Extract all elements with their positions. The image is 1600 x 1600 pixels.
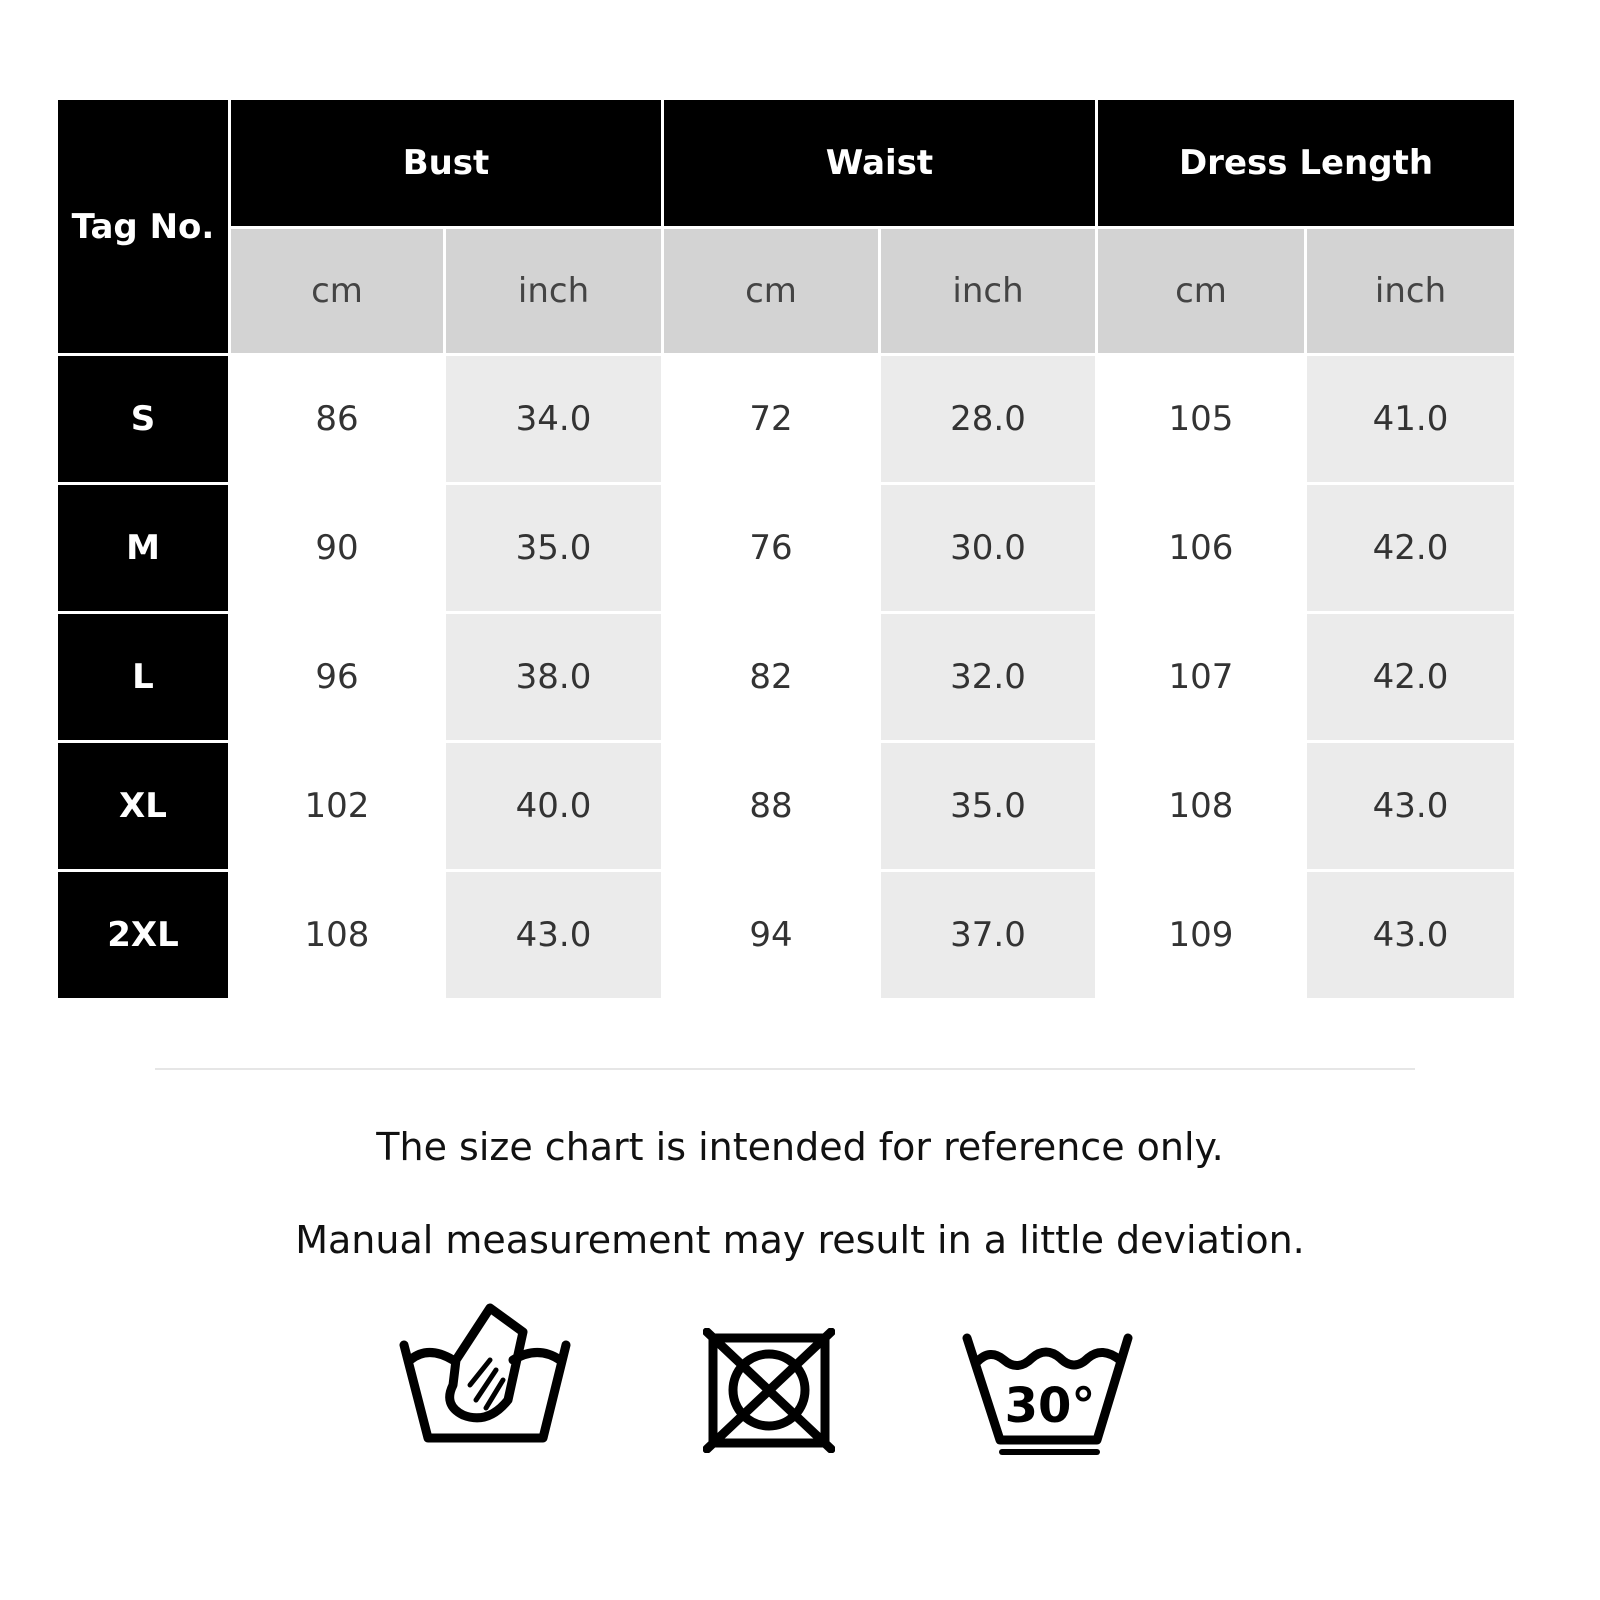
size-label: L	[58, 614, 228, 740]
table-cell: 90	[231, 485, 443, 611]
table-cell: 42.0	[1307, 485, 1514, 611]
unit-header: cm	[1098, 229, 1304, 353]
do-not-tumble-dry-icon	[703, 1328, 835, 1453]
wash-30-degrees-icon: 30°	[962, 1333, 1133, 1455]
reference-note: The size chart is intended for reference…	[376, 1125, 1224, 1169]
unit-header: inch	[446, 229, 661, 353]
tag-header: Tag No.	[58, 100, 228, 353]
table-cell: 86	[231, 356, 443, 482]
table-cell: 32.0	[881, 614, 1095, 740]
size-label: 2XL	[58, 872, 228, 998]
table-cell: 38.0	[446, 614, 661, 740]
unit-header: cm	[231, 229, 443, 353]
dress-length-header: Dress Length	[1098, 100, 1514, 226]
table-cell: 106	[1098, 485, 1304, 611]
table-cell: 108	[231, 872, 443, 998]
table-cell: 82	[664, 614, 878, 740]
table-cell: 107	[1098, 614, 1304, 740]
unit-header: cm	[664, 229, 878, 353]
table-cell: 42.0	[1307, 614, 1514, 740]
waist-header: Waist	[664, 100, 1095, 226]
hand-wash-icon	[399, 1303, 571, 1443]
table-cell: 43.0	[1307, 872, 1514, 998]
table-cell: 72	[664, 356, 878, 482]
size-label: XL	[58, 743, 228, 869]
table-cell: 43.0	[446, 872, 661, 998]
table-cell: 96	[231, 614, 443, 740]
table-cell: 108	[1098, 743, 1304, 869]
divider	[155, 1068, 1415, 1070]
table-cell: 109	[1098, 872, 1304, 998]
table-cell: 34.0	[446, 356, 661, 482]
table-cell: 28.0	[881, 356, 1095, 482]
table-cell: 37.0	[881, 872, 1095, 998]
unit-header: inch	[1307, 229, 1514, 353]
table-cell: 76	[664, 485, 878, 611]
table-cell: 105	[1098, 356, 1304, 482]
table-cell: 40.0	[446, 743, 661, 869]
deviation-note: Manual measurement may result in a littl…	[295, 1218, 1305, 1262]
size-chart-table: Tag No. Bust Waist Dress Length cm inch …	[58, 100, 1514, 998]
table-cell: 35.0	[881, 743, 1095, 869]
unit-header: inch	[881, 229, 1095, 353]
table-cell: 94	[664, 872, 878, 998]
table-cell: 88	[664, 743, 878, 869]
table-cell: 41.0	[1307, 356, 1514, 482]
bust-header: Bust	[231, 100, 661, 226]
size-label: S	[58, 356, 228, 482]
table-cell: 30.0	[881, 485, 1095, 611]
size-label: M	[58, 485, 228, 611]
table-cell: 102	[231, 743, 443, 869]
table-cell: 43.0	[1307, 743, 1514, 869]
wash-temperature: 30°	[1005, 1378, 1096, 1434]
table-cell: 35.0	[446, 485, 661, 611]
